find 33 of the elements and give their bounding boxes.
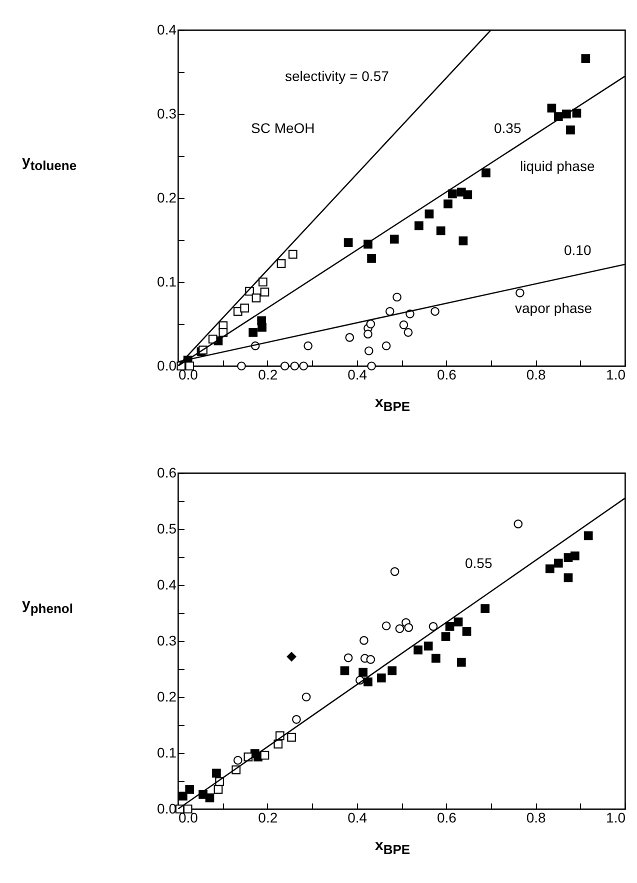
y-tick-label: 0.3 [157, 632, 177, 648]
y-tick-label: 0.2 [157, 688, 177, 704]
x-tick-label: 0.4 [348, 366, 368, 382]
y-tick-label: 0.4 [157, 576, 177, 592]
annotation: 0.10 [564, 242, 592, 258]
annotation: liquid phase [520, 158, 595, 174]
x-tick-label: 0.2 [258, 810, 278, 826]
y-tick-label: 0.6 [157, 464, 177, 480]
x-tick-label: 0.4 [348, 810, 368, 826]
x-tick-label: 0.0 [178, 366, 198, 382]
y-tick-label: 0.4 [157, 22, 177, 38]
x-tick-label: 1.0 [606, 366, 626, 382]
x-tick-label: 0.8 [526, 810, 546, 826]
y-axis-title: y$_{toluene}$ [22, 153, 77, 173]
x-tick-label: 0.0 [178, 810, 198, 826]
annotation: 0.55 [465, 555, 492, 571]
x-tick-label: 0.8 [526, 366, 546, 382]
x-tick-label: 0.6 [436, 810, 457, 826]
y-tick-label: 0.2 [157, 190, 177, 206]
annotation: vapor phase [515, 300, 592, 316]
annotation: selectivity = 0.57 [285, 68, 389, 84]
x-tick-label: 0.6 [436, 366, 457, 382]
y-tick-label: 0.5 [157, 520, 177, 536]
annotation: SC MeOH [251, 120, 315, 136]
y-tick-label: 0.1 [157, 274, 177, 290]
x-tick-label: 1.0 [606, 810, 626, 826]
x-axis-title: x$_{BPE}$ [375, 837, 410, 857]
x-tick-label: 0.2 [258, 366, 278, 382]
y-tick-label: 0.3 [157, 106, 177, 122]
x-axis-title: x$_{BPE}$ [375, 394, 410, 414]
y-tick-label: 0.1 [157, 744, 177, 760]
annotation: 0.35 [494, 120, 522, 136]
y-axis-title: y$_{phenol}$ [22, 596, 73, 616]
